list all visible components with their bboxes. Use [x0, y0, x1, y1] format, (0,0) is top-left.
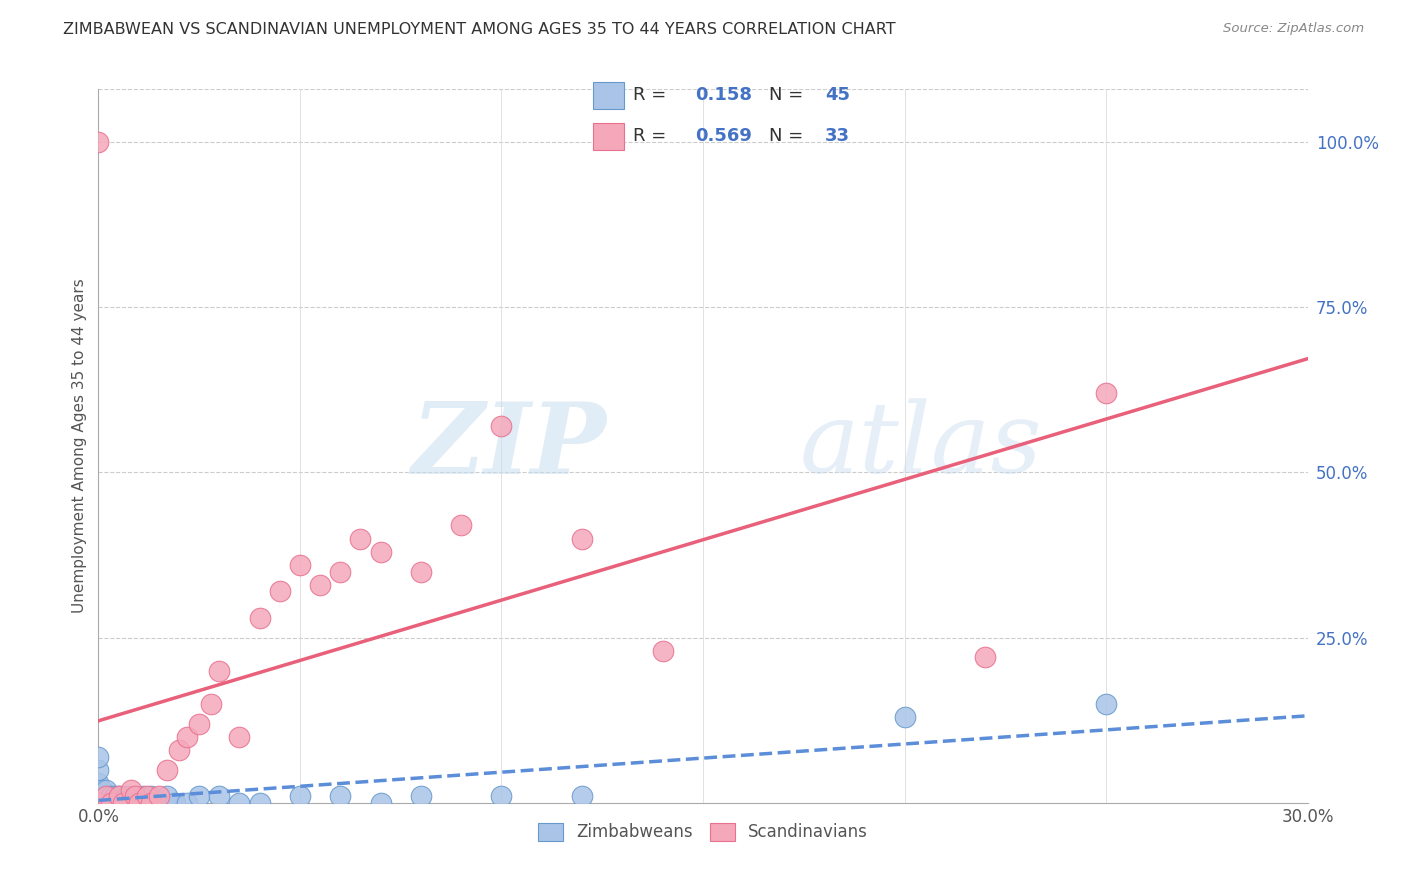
Text: atlas: atlas: [800, 399, 1042, 493]
Point: [188, 789, 211, 804]
Point: [120, 782, 142, 797]
Point: [87, 796, 110, 810]
Point: [409, 565, 432, 579]
Point: [188, 716, 211, 731]
Point: [571, 532, 593, 546]
Point: [100, 789, 122, 804]
Point: [87, 135, 110, 149]
Point: [288, 789, 311, 804]
Legend: Zimbabweans, Scandinavians: Zimbabweans, Scandinavians: [531, 816, 875, 848]
Text: N =: N =: [769, 128, 808, 145]
Point: [124, 796, 146, 810]
Point: [139, 796, 162, 810]
Point: [200, 697, 222, 711]
Point: [87, 749, 110, 764]
Point: [132, 789, 155, 804]
Point: [249, 796, 271, 810]
Point: [370, 545, 392, 559]
Point: [91, 796, 114, 810]
Point: [107, 789, 129, 804]
Point: [1095, 386, 1118, 401]
Text: 0.158: 0.158: [695, 87, 752, 104]
Point: [309, 578, 332, 592]
Point: [111, 796, 134, 810]
Point: [96, 789, 118, 804]
Point: [571, 789, 593, 804]
Point: [128, 796, 150, 810]
Point: [208, 789, 231, 804]
Point: [91, 789, 114, 804]
Point: [893, 710, 915, 724]
Point: [111, 796, 134, 810]
Point: [167, 743, 190, 757]
Point: [87, 796, 110, 810]
FancyBboxPatch shape: [593, 82, 624, 109]
Point: [370, 796, 392, 810]
Text: ZIMBABWEAN VS SCANDINAVIAN UNEMPLOYMENT AMONG AGES 35 TO 44 YEARS CORRELATION CH: ZIMBABWEAN VS SCANDINAVIAN UNEMPLOYMENT …: [63, 22, 896, 37]
Point: [228, 730, 250, 744]
Point: [1095, 697, 1118, 711]
Point: [87, 789, 110, 804]
Point: [87, 776, 110, 790]
Point: [87, 782, 110, 797]
Text: ZIP: ZIP: [412, 398, 606, 494]
Point: [100, 796, 122, 810]
Point: [135, 789, 157, 804]
Point: [148, 789, 170, 804]
Point: [491, 419, 513, 434]
Point: [100, 796, 122, 810]
Point: [103, 789, 125, 804]
Point: [96, 782, 118, 797]
Point: [156, 763, 179, 777]
Point: [208, 664, 231, 678]
Text: Source: ZipAtlas.com: Source: ZipAtlas.com: [1223, 22, 1364, 36]
Point: [91, 782, 114, 797]
Text: 0.569: 0.569: [695, 128, 752, 145]
Y-axis label: Unemployment Among Ages 35 to 44 years: Unemployment Among Ages 35 to 44 years: [72, 278, 87, 614]
Point: [87, 763, 110, 777]
Point: [96, 789, 118, 804]
Point: [107, 796, 129, 810]
Point: [329, 565, 352, 579]
Point: [651, 644, 673, 658]
Text: R =: R =: [633, 87, 672, 104]
Point: [156, 789, 179, 804]
Point: [120, 796, 142, 810]
Point: [128, 796, 150, 810]
Point: [139, 789, 162, 804]
Point: [87, 796, 110, 810]
Text: 45: 45: [825, 87, 849, 104]
Point: [288, 558, 311, 572]
Point: [176, 730, 198, 744]
Point: [269, 584, 291, 599]
Point: [974, 650, 997, 665]
Point: [409, 789, 432, 804]
Point: [148, 796, 170, 810]
Point: [115, 789, 138, 804]
Point: [450, 518, 472, 533]
Text: N =: N =: [769, 87, 808, 104]
Point: [228, 796, 250, 810]
Point: [349, 532, 371, 546]
Point: [176, 796, 198, 810]
Point: [124, 789, 146, 804]
Point: [87, 782, 110, 797]
Text: 33: 33: [825, 128, 849, 145]
Point: [87, 789, 110, 804]
Point: [87, 796, 110, 810]
Point: [96, 796, 118, 810]
Point: [329, 789, 352, 804]
Point: [103, 796, 125, 810]
Point: [107, 789, 129, 804]
Point: [491, 789, 513, 804]
Point: [163, 796, 186, 810]
Text: R =: R =: [633, 128, 672, 145]
Point: [249, 611, 271, 625]
FancyBboxPatch shape: [593, 123, 624, 150]
